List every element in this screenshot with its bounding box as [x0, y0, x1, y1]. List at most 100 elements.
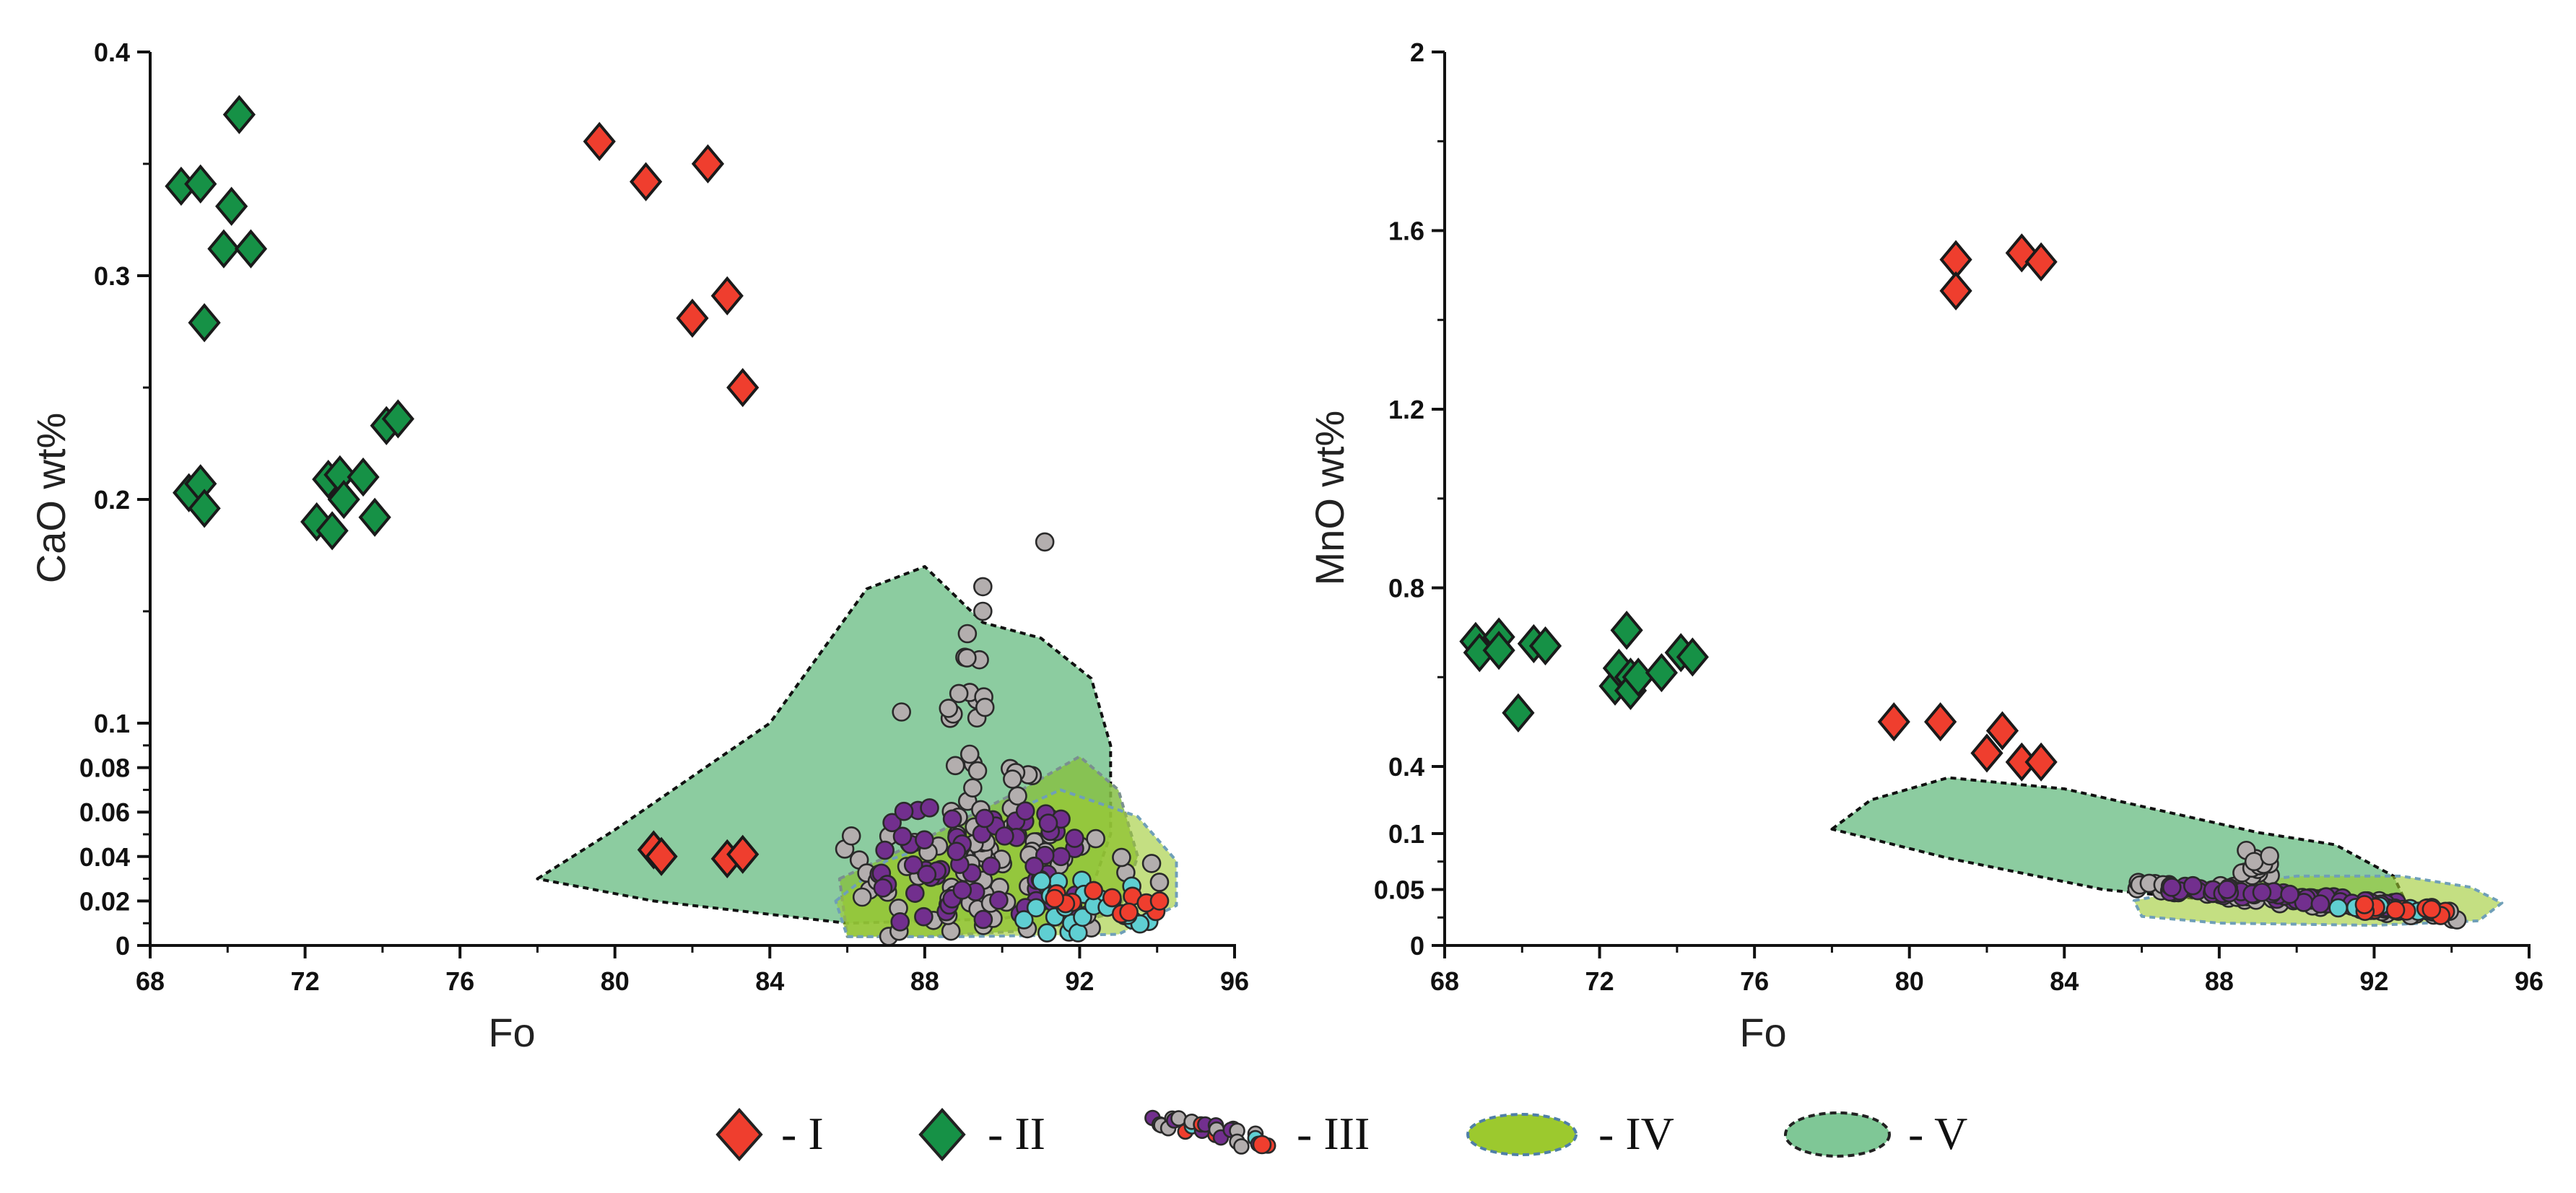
point-I: [2024, 242, 2058, 281]
y-tick-label: 0.4: [1388, 752, 1424, 782]
x-tick-label: 88: [910, 966, 939, 996]
y-tick-label: 0: [116, 931, 130, 961]
point-III-red: [1084, 880, 1103, 901]
point-III-red: [1102, 888, 1122, 908]
x-axis-label: Fo: [1739, 1010, 1786, 1055]
point-III-gray: [975, 697, 995, 717]
legend-marker-II: [918, 1107, 966, 1162]
x-tick-label: 92: [1065, 966, 1094, 996]
point-II: [184, 164, 217, 204]
point-III-cyan: [1037, 923, 1057, 943]
point-II: [327, 479, 360, 520]
legend: - I - II - III - IV - V: [715, 1107, 1967, 1162]
legend-label-III: - III: [1297, 1108, 1370, 1159]
point-III-gray: [963, 778, 983, 798]
legend-item-IV: - IV: [1466, 1108, 1674, 1159]
point-III-cyan: [1014, 910, 1034, 930]
point-III-gray: [1086, 829, 1105, 849]
point-III-gray: [892, 702, 911, 722]
point-II: [1528, 626, 1562, 666]
x-tick-label: 72: [1585, 966, 1614, 996]
x-axis-label: Fo: [488, 1010, 535, 1055]
point-III-purple: [914, 906, 934, 927]
point-III-red: [2421, 899, 2442, 919]
point-III-purple: [2252, 883, 2272, 902]
point-II: [316, 511, 349, 551]
legend-marker-IV: [1466, 1113, 1578, 1156]
point-III-purple: [981, 856, 1001, 876]
point-I: [1939, 271, 1972, 311]
point-III-red: [1119, 902, 1139, 922]
point-III-purple: [917, 865, 937, 884]
point-III-purple: [1038, 813, 1058, 833]
y-tick-label: 1.2: [1388, 395, 1424, 424]
point-III-purple: [975, 808, 995, 829]
point-I: [710, 276, 744, 316]
y-tick-label: 0.08: [79, 753, 130, 783]
point-III-purple: [920, 798, 939, 818]
point-III-gray: [1003, 769, 1022, 789]
y-tick-label: 2: [1410, 38, 1424, 67]
point-III-purple: [989, 890, 1009, 910]
y-tick-label: 0.8: [1388, 574, 1424, 603]
point-II: [207, 229, 240, 268]
point-III-gray: [941, 921, 961, 941]
point-III-gray: [2260, 846, 2279, 866]
legend-label-IV: - IV: [1598, 1108, 1674, 1159]
point-III-gray: [949, 683, 969, 704]
legend-marker-I: [715, 1107, 763, 1162]
point-III-purple: [947, 842, 967, 861]
point-III-purple: [890, 912, 910, 932]
point-II: [215, 186, 248, 227]
legend-III-dot: [1233, 1138, 1250, 1155]
point-III-purple: [973, 909, 993, 930]
y-tick-label: 0.06: [79, 797, 130, 827]
x-tick-label: 76: [1740, 966, 1769, 996]
point-I: [645, 836, 678, 876]
x-tick-label: 84: [2050, 966, 2079, 996]
y-tick-label: 0.04: [79, 842, 130, 872]
point-II: [358, 497, 391, 537]
x-tick-label: 80: [1895, 966, 1924, 996]
point-III-gray: [852, 887, 872, 907]
point-III-purple: [2183, 875, 2203, 896]
legend-item-III: - III: [1144, 1108, 1370, 1159]
point-I: [630, 162, 663, 201]
point-III-gray: [967, 761, 988, 781]
y-tick-label: 0.02: [79, 886, 130, 916]
legend-item-II: - II: [918, 1107, 1045, 1162]
point-III-purple: [1065, 829, 1084, 848]
point-III-purple: [875, 840, 895, 860]
point-I: [583, 121, 616, 162]
point-II: [222, 95, 256, 134]
legend-item-V: - V: [1784, 1108, 1967, 1159]
y-tick-label: 0.1: [94, 709, 130, 738]
point-I: [726, 367, 760, 408]
x-tick-label: 68: [136, 966, 165, 996]
point-III-gray: [957, 648, 977, 668]
point-II: [1645, 652, 1679, 693]
x-tick-label: 96: [1220, 966, 1249, 996]
point-III-purple: [2310, 894, 2331, 914]
point-I: [2024, 742, 2058, 782]
x-tick-label: 84: [755, 966, 784, 996]
point-III-red: [1045, 888, 1064, 909]
point-III-purple: [915, 830, 934, 849]
point-I: [691, 144, 725, 184]
point-III-cyan: [1032, 871, 1051, 891]
point-III-purple: [2217, 880, 2237, 899]
point-III-red: [2385, 900, 2406, 920]
y-axis-label: MnO wt%: [1307, 411, 1352, 586]
point-III-gray: [1035, 532, 1055, 552]
point-III-gray: [939, 699, 959, 718]
point-III-purple: [903, 855, 923, 875]
x-tick-label: 72: [291, 966, 320, 996]
cao-chart: 68 72 76 80 84 88 92 96 0 0.02 0.04 0.06 0.08 0.1 0.2 0…: [28, 38, 1249, 1055]
y-tick-label: 0.1: [1388, 819, 1424, 849]
point-III-cyan: [1026, 898, 1046, 918]
mno-chart: 68 72 76 80 84 88 92 96 0 0.05 0.1 0.4 0.8 1.2 1.6 2 Fo M…: [1307, 38, 2544, 1055]
point-III-purple: [1051, 847, 1071, 867]
point-III-gray: [960, 744, 980, 764]
